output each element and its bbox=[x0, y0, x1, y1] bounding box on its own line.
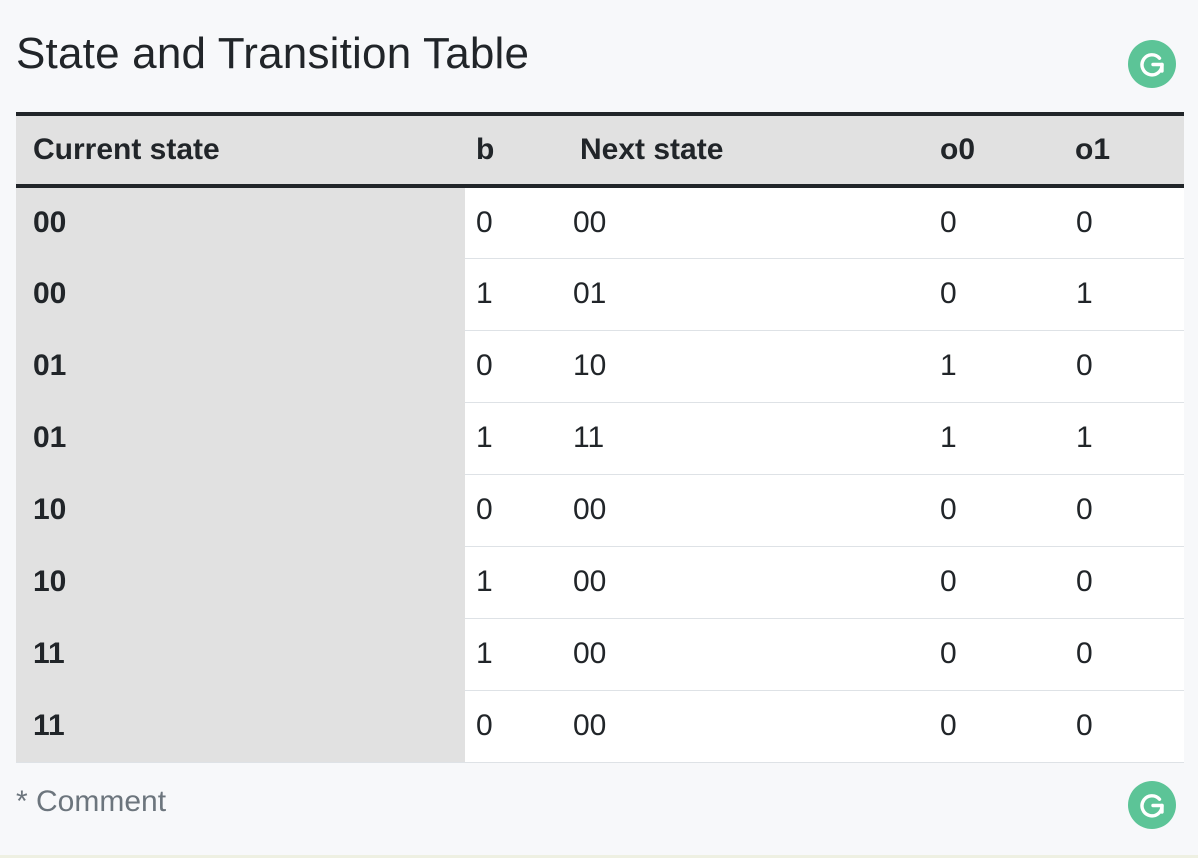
b-cell: 1 bbox=[465, 258, 563, 331]
grammarly-button-top[interactable] bbox=[1128, 40, 1176, 88]
next-state-cell: 00 bbox=[563, 618, 923, 691]
grammarly-icon bbox=[1137, 790, 1167, 820]
current-state-cell: 11 bbox=[16, 690, 465, 763]
o0-cell: 1 bbox=[923, 402, 1060, 475]
table-row: 00 1 01 0 1 bbox=[16, 258, 1184, 331]
next-state-cell: 00 bbox=[563, 546, 923, 619]
current-state-cell: 10 bbox=[16, 546, 465, 619]
grammarly-button-bottom[interactable] bbox=[1128, 781, 1176, 829]
o1-cell: 0 bbox=[1060, 474, 1184, 547]
o0-cell: 0 bbox=[923, 258, 1060, 331]
column-header-current-state: Current state bbox=[16, 112, 465, 188]
b-cell: 0 bbox=[465, 690, 563, 763]
o1-cell: 1 bbox=[1060, 258, 1184, 331]
table-row: 00 0 00 0 0 bbox=[16, 186, 1184, 259]
column-header-o1: o1 bbox=[1060, 112, 1184, 188]
next-state-cell: 10 bbox=[563, 330, 923, 403]
b-cell: 0 bbox=[465, 186, 563, 259]
current-state-cell: 10 bbox=[16, 474, 465, 547]
state-transition-table: Current state b Next state o0 o1 00 0 00… bbox=[16, 112, 1184, 763]
o0-cell: 0 bbox=[923, 618, 1060, 691]
current-state-cell: 01 bbox=[16, 402, 465, 475]
page-title: State and Transition Table bbox=[16, 29, 530, 78]
o1-cell: 1 bbox=[1060, 402, 1184, 475]
o1-cell: 0 bbox=[1060, 186, 1184, 259]
table-row: 11 0 00 0 0 bbox=[16, 690, 1184, 763]
table-row: 01 1 11 1 1 bbox=[16, 402, 1184, 475]
table-header-row: Current state b Next state o0 o1 bbox=[16, 112, 1184, 188]
next-state-cell: 01 bbox=[563, 258, 923, 331]
next-state-cell: 11 bbox=[563, 402, 923, 475]
b-cell: 0 bbox=[465, 330, 563, 403]
b-cell: 1 bbox=[465, 546, 563, 619]
o0-cell: 1 bbox=[923, 330, 1060, 403]
comment-text: * Comment bbox=[16, 785, 167, 818]
b-cell: 0 bbox=[465, 474, 563, 547]
o1-cell: 0 bbox=[1060, 546, 1184, 619]
current-state-cell: 01 bbox=[16, 330, 465, 403]
o1-cell: 0 bbox=[1060, 330, 1184, 403]
o0-cell: 0 bbox=[923, 474, 1060, 547]
current-state-cell: 11 bbox=[16, 618, 465, 691]
column-header-o0: o0 bbox=[923, 112, 1060, 188]
grammarly-icon bbox=[1137, 49, 1167, 79]
next-state-cell: 00 bbox=[563, 186, 923, 259]
o0-cell: 0 bbox=[923, 546, 1060, 619]
o1-cell: 0 bbox=[1060, 618, 1184, 691]
table-row: 01 0 10 1 0 bbox=[16, 330, 1184, 403]
column-header-next-state: Next state bbox=[563, 112, 923, 188]
b-cell: 1 bbox=[465, 402, 563, 475]
table-row: 10 1 00 0 0 bbox=[16, 546, 1184, 619]
next-state-cell: 00 bbox=[563, 474, 923, 547]
next-state-cell: 00 bbox=[563, 690, 923, 763]
o1-cell: 0 bbox=[1060, 690, 1184, 763]
o0-cell: 0 bbox=[923, 690, 1060, 763]
table-row: 11 1 00 0 0 bbox=[16, 618, 1184, 691]
b-cell: 1 bbox=[465, 618, 563, 691]
current-state-cell: 00 bbox=[16, 186, 465, 259]
column-header-b: b bbox=[465, 112, 563, 188]
table-row: 10 0 00 0 0 bbox=[16, 474, 1184, 547]
o0-cell: 0 bbox=[923, 186, 1060, 259]
current-state-cell: 00 bbox=[16, 258, 465, 331]
